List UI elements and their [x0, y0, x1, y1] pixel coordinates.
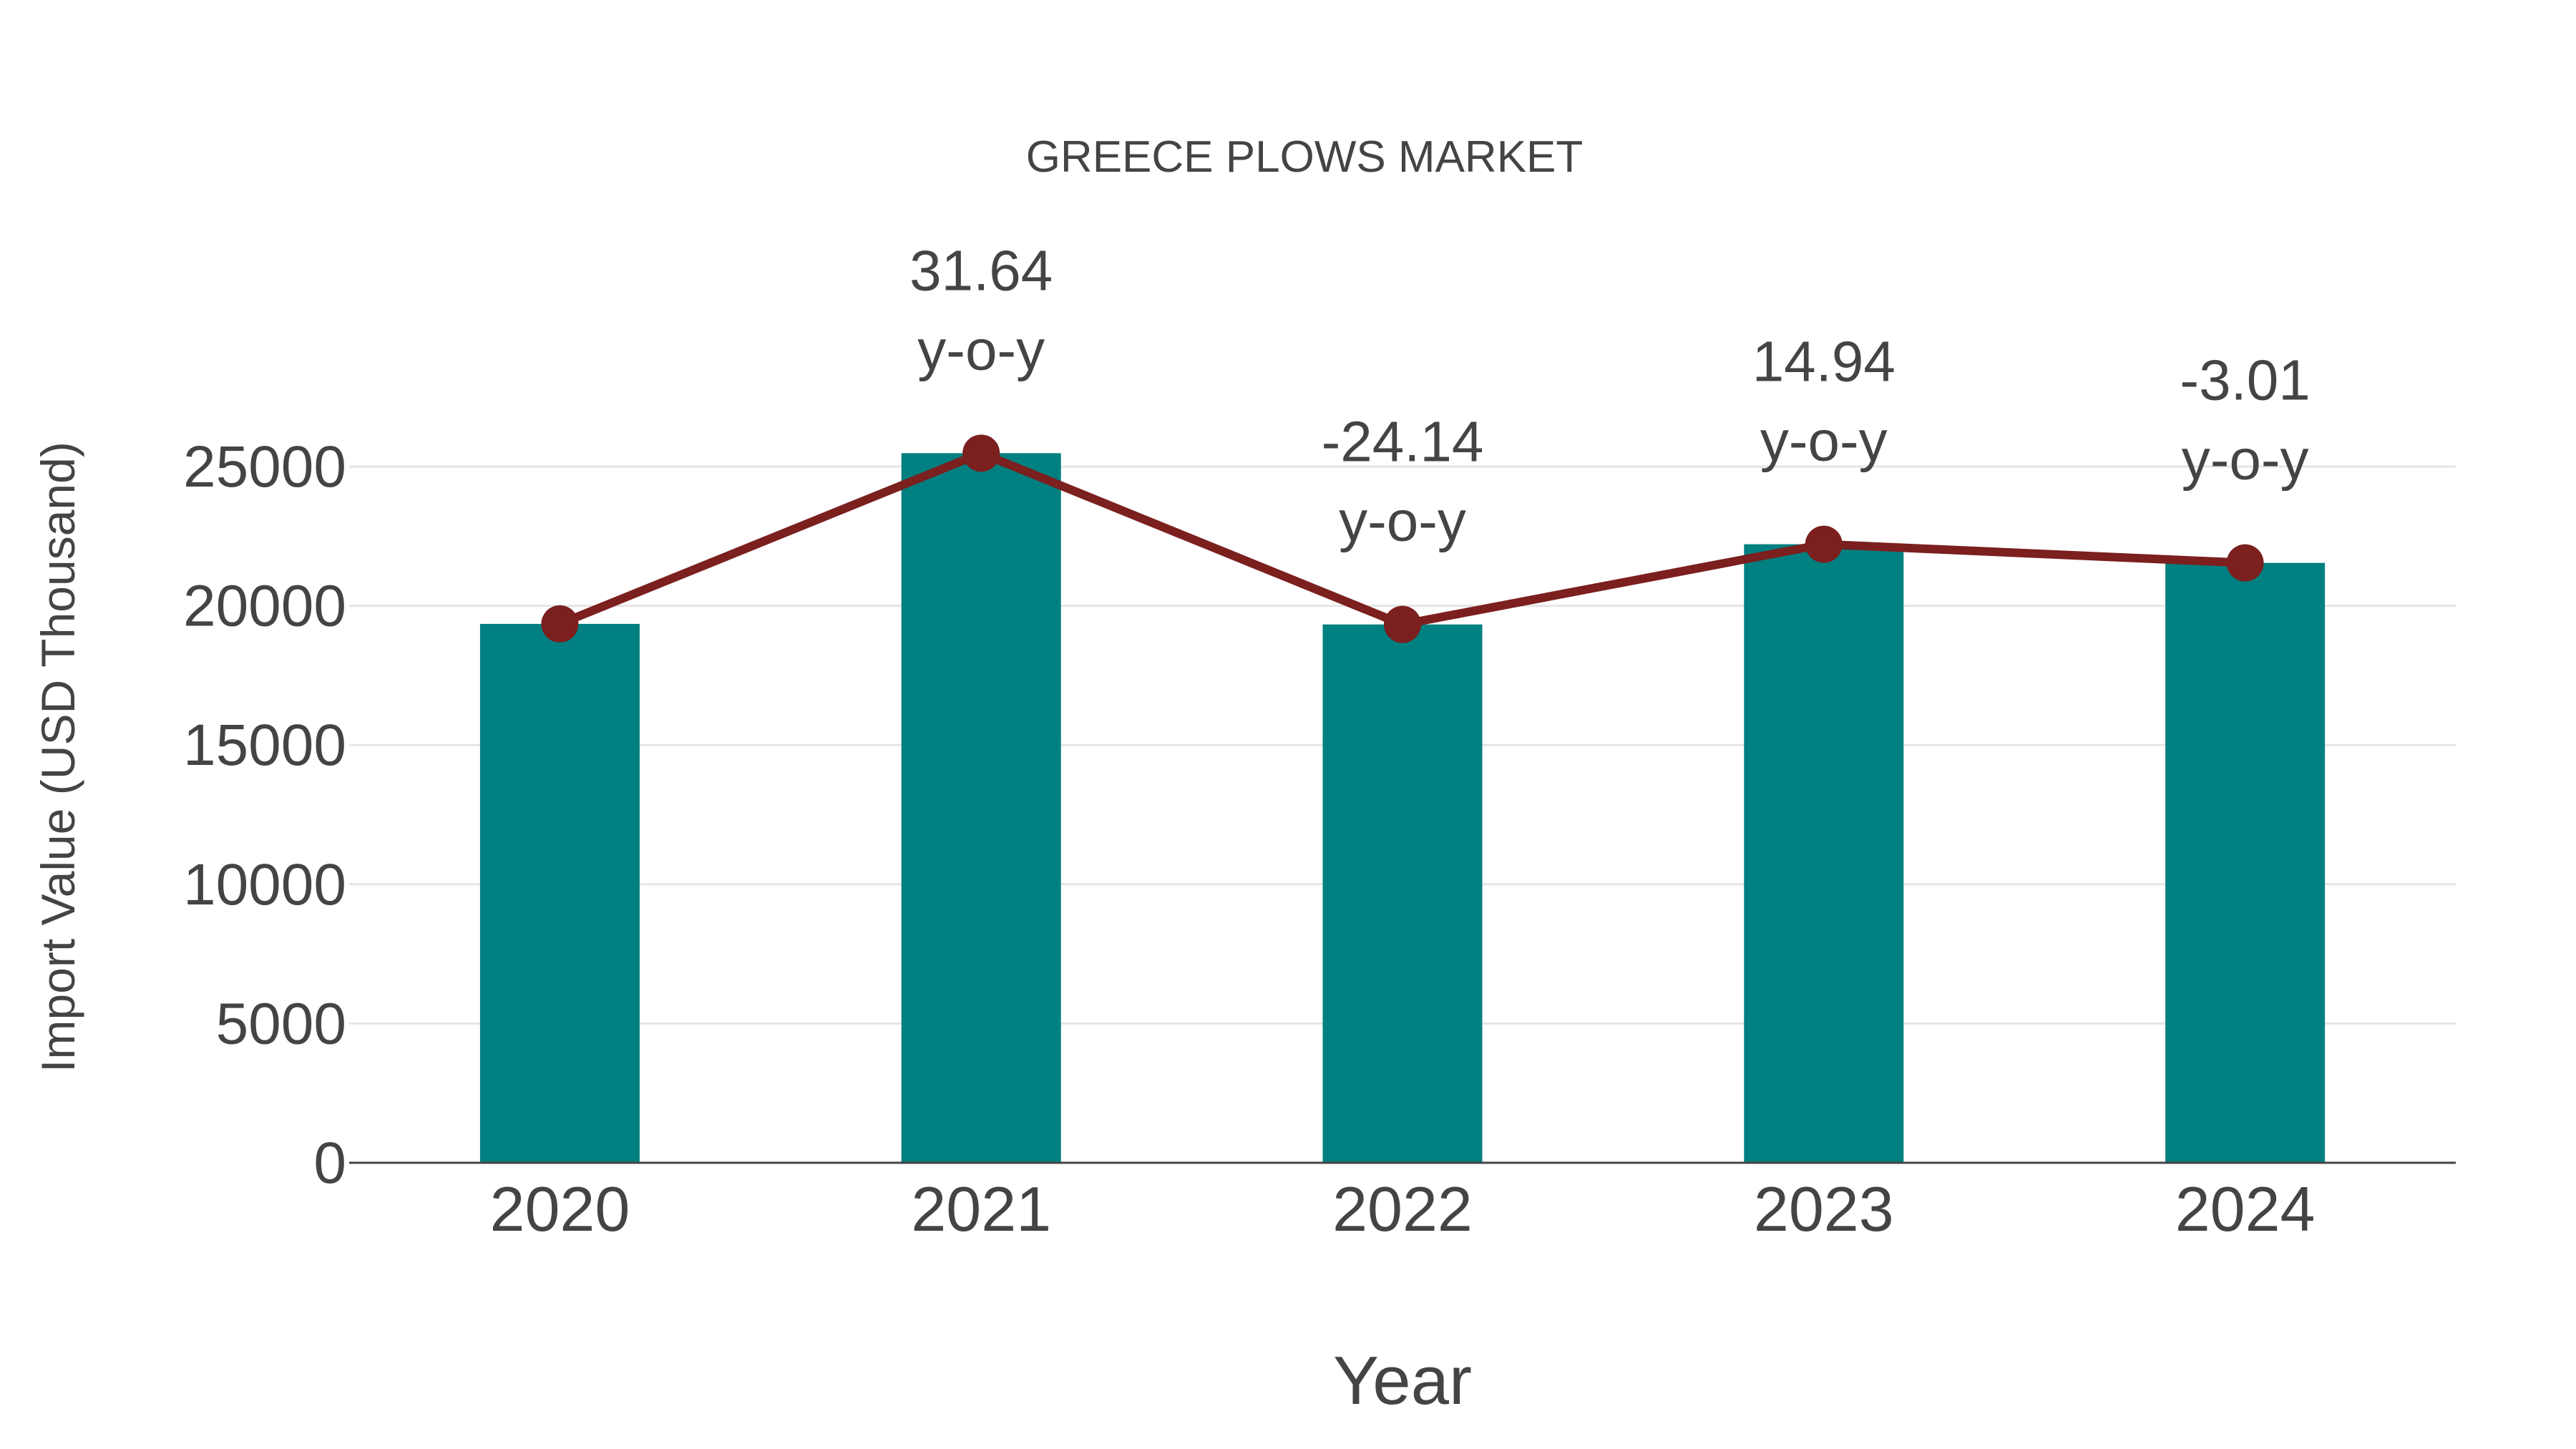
yoy-value: -3.01 [2180, 348, 2310, 412]
chart-title: GREECE PLOWS MARKET [1026, 132, 1584, 182]
y-axis-ticks: 0 5000 10000 15000 20000 25000 [183, 434, 346, 1196]
x-tick-label: 2020 [490, 1174, 630, 1244]
trend-marker [2226, 544, 2264, 582]
y-tick-label: 20000 [183, 574, 346, 639]
y-axis-title: Import Value (USD Thousand) [31, 441, 84, 1073]
x-axis-ticks: 2020 2021 2022 2023 2024 [490, 1174, 2316, 1244]
x-axis-title: Year [1333, 1342, 1472, 1419]
bar-series [479, 453, 2326, 1163]
yoy-suffix: y-o-y [917, 318, 1045, 381]
y-tick-label: 0 [313, 1131, 346, 1196]
y-tick-label: 5000 [216, 991, 346, 1056]
yoy-suffix: y-o-y [2182, 428, 2309, 492]
bar [479, 623, 640, 1163]
y-tick-label: 15000 [183, 713, 346, 778]
trend-marker [962, 434, 1000, 472]
yoy-value: 31.64 [909, 238, 1053, 302]
trend-marker [1805, 525, 1843, 563]
yoy-suffix: y-o-y [1339, 489, 1466, 553]
bar [1744, 544, 1904, 1163]
yoy-suffix: y-o-y [1760, 409, 1888, 473]
x-tick-label: 2024 [2175, 1174, 2316, 1244]
yoy-value: 14.94 [1752, 330, 1896, 394]
bar [1322, 624, 1483, 1163]
x-tick-label: 2023 [1754, 1174, 1894, 1244]
trend-marker [541, 605, 579, 643]
trend-line-series [541, 434, 2264, 643]
bar [2165, 562, 2326, 1163]
yoy-value: -24.14 [1322, 410, 1484, 474]
y-tick-label: 10000 [183, 852, 346, 917]
yoy-annotations: 31.64 y-o-y -24.14 y-o-y 14.94 y-o-y -3.01 y-o-… [909, 238, 2311, 552]
bar [901, 453, 1061, 1163]
x-tick-label: 2022 [1332, 1174, 1473, 1244]
y-tick-label: 25000 [183, 434, 346, 499]
x-tick-label: 2021 [911, 1174, 1051, 1244]
trend-marker [1384, 605, 1421, 643]
